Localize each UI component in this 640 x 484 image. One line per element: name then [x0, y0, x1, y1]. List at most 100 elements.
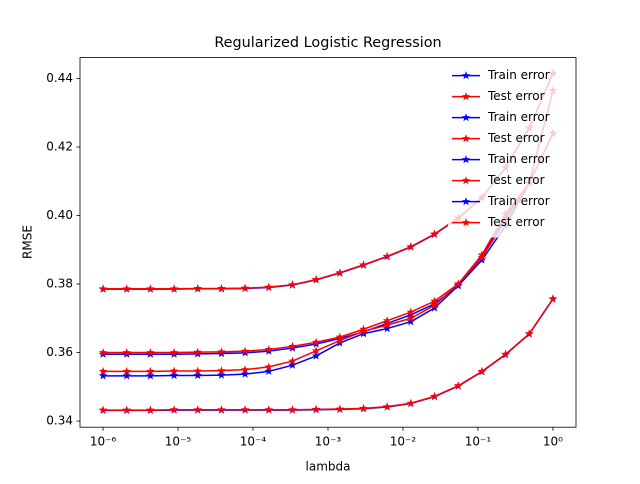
point-marker [98, 366, 108, 376]
point-marker [264, 366, 274, 376]
point-marker [122, 366, 131, 376]
point-marker [406, 398, 416, 407]
point-marker [169, 284, 179, 293]
x-tick-label: 10⁻⁵ [165, 435, 192, 449]
point-marker [146, 366, 155, 376]
point-marker [122, 348, 131, 357]
point-marker [288, 360, 297, 369]
x-tick-label: 10⁻² [390, 435, 417, 449]
point-marker [335, 336, 345, 345]
legend-marker [461, 176, 471, 185]
point-marker [264, 405, 274, 414]
point-marker [98, 284, 108, 293]
y-tick-label: 0.40 [46, 208, 73, 222]
point-marker [240, 369, 250, 378]
point-marker [406, 313, 416, 322]
point-marker [311, 337, 321, 346]
legend-marker [461, 197, 471, 206]
point-marker [240, 283, 250, 292]
legend-box [448, 63, 568, 238]
x-axis-label: lambda [306, 460, 351, 474]
series-line [103, 132, 554, 373]
point-marker [193, 283, 203, 293]
legend-marker [461, 92, 471, 101]
point-marker [311, 346, 321, 355]
point-marker [169, 405, 179, 414]
point-marker [382, 251, 392, 260]
legend-marker [461, 113, 471, 122]
point-marker [98, 348, 108, 357]
series-line [103, 90, 554, 354]
point-marker [501, 349, 510, 358]
point-marker [264, 344, 274, 354]
point-marker [146, 284, 155, 293]
legend-label: Train error [487, 152, 550, 166]
point-marker [240, 405, 250, 414]
point-marker [335, 404, 345, 413]
series-line [103, 132, 554, 377]
legend-marker [461, 155, 471, 164]
point-marker [169, 366, 179, 375]
point-marker [453, 279, 463, 288]
legend-label: Test error [487, 89, 545, 103]
point-marker [193, 347, 203, 356]
point-marker [311, 404, 321, 414]
point-marker [169, 370, 179, 380]
point-marker [430, 296, 439, 305]
point-marker [311, 275, 321, 284]
y-axis-label: RMSE [21, 225, 35, 259]
chart-title: Regularized Logistic Regression [214, 35, 441, 51]
point-marker [264, 362, 274, 371]
point-marker [193, 405, 203, 414]
legend-label: Train error [487, 110, 550, 124]
point-marker [217, 283, 226, 293]
point-marker [406, 307, 416, 316]
point-marker [477, 366, 487, 376]
legend-label: Train error [487, 194, 550, 208]
point-marker [430, 303, 439, 312]
point-marker [288, 341, 297, 350]
point-marker [240, 346, 250, 355]
point-marker [98, 371, 108, 380]
point-marker [311, 351, 321, 360]
point-marker [430, 391, 439, 401]
point-marker [288, 356, 297, 365]
x-tick-label: 10⁻⁴ [240, 435, 267, 449]
point-marker [122, 371, 131, 380]
legend-marker [461, 71, 471, 80]
point-marker [477, 252, 487, 261]
point-marker [122, 405, 131, 414]
y-tick-label: 0.36 [46, 345, 73, 359]
point-marker [146, 371, 155, 380]
x-tick-label: 10⁻³ [315, 435, 342, 449]
legend-marker [461, 134, 471, 143]
point-marker [382, 402, 392, 411]
point-marker [524, 329, 534, 338]
point-marker [288, 280, 297, 289]
y-tick-label: 0.42 [46, 140, 73, 154]
point-marker [335, 268, 345, 277]
point-marker [169, 348, 179, 357]
point-marker [288, 405, 297, 414]
point-marker [193, 366, 203, 375]
y-tick-label: 0.44 [46, 71, 73, 85]
x-tick-label: 10⁻¹ [465, 435, 492, 449]
legend-label: Train error [487, 68, 550, 82]
point-marker [359, 403, 368, 412]
point-marker [453, 381, 463, 390]
point-marker [217, 370, 226, 379]
point-marker [217, 405, 226, 414]
point-marker [359, 260, 368, 269]
legend-label: Test error [487, 215, 545, 229]
legend-marker [461, 218, 471, 227]
point-marker [382, 324, 392, 333]
point-marker [406, 317, 416, 326]
point-marker [430, 229, 439, 238]
series-line [103, 298, 554, 411]
point-marker [335, 338, 345, 347]
y-tick-label: 0.38 [46, 277, 73, 291]
legend-label: Test error [487, 131, 545, 145]
point-marker [430, 300, 439, 309]
